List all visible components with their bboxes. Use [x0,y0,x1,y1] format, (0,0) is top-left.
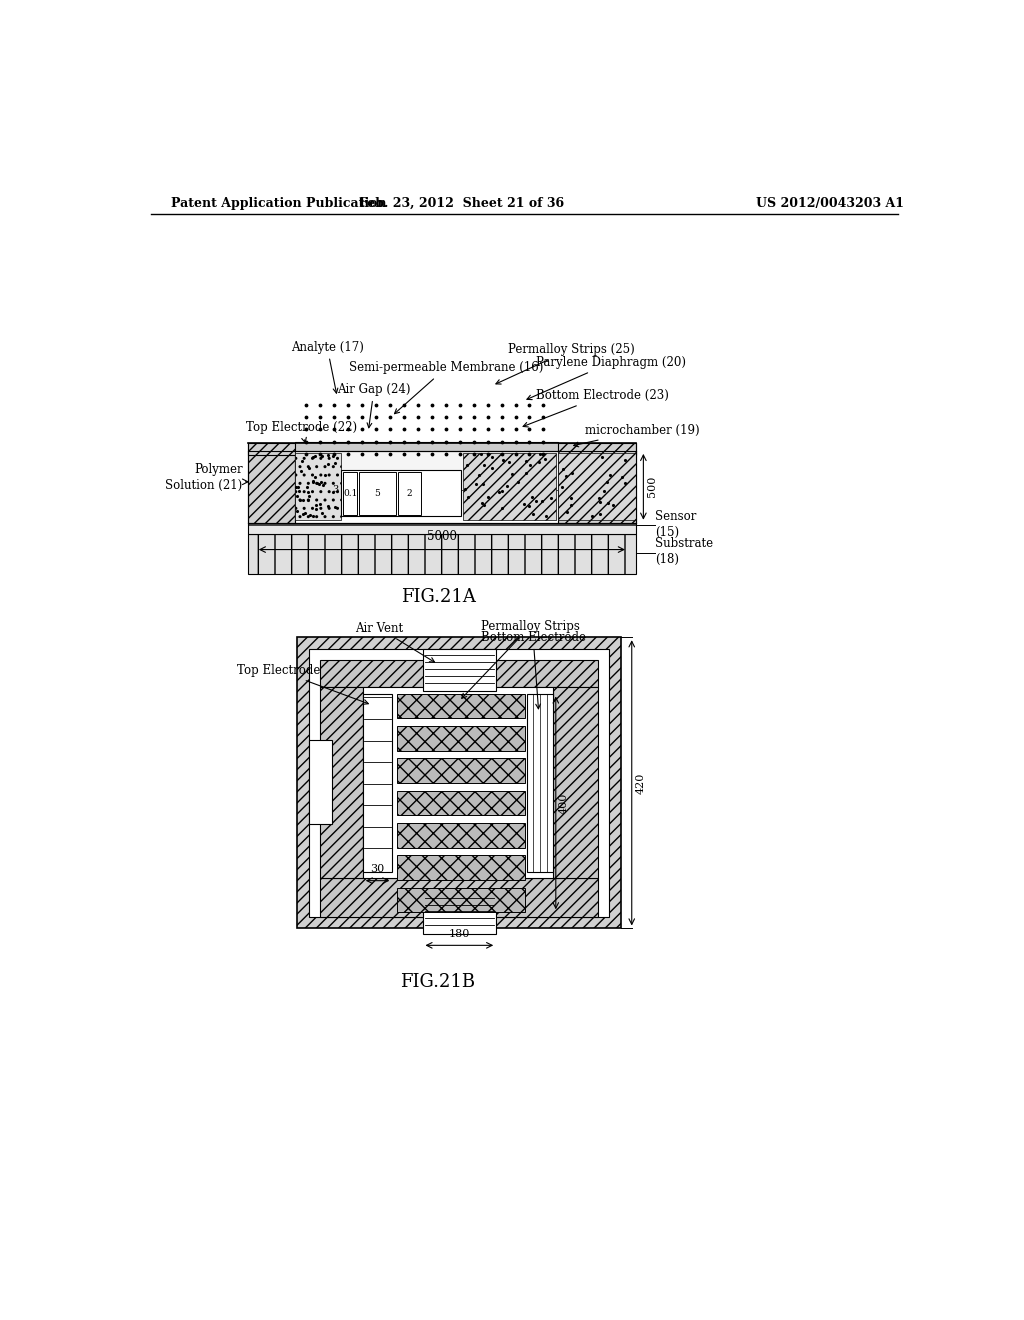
Bar [397,758,524,783]
Text: 2: 2 [407,488,412,498]
Text: Polymer
Solution (21): Polymer Solution (21) [166,463,243,492]
Text: 30: 30 [371,865,385,875]
Text: Top Electrode: Top Electrode [237,664,369,705]
Bar [397,822,524,847]
Text: US 2012/0043203 A1: US 2012/0043203 A1 [756,197,904,210]
Text: microchamber (19): microchamber (19) [573,424,699,446]
Bar [423,649,496,692]
Text: 3: 3 [332,484,338,494]
Text: Air Gap (24): Air Gap (24) [337,383,411,428]
Bar [321,688,362,878]
Bar [397,726,524,751]
Bar [295,442,558,451]
Bar [558,451,636,523]
Text: 5: 5 [375,488,381,498]
Bar [321,660,598,688]
Bar [397,855,524,880]
Bar [397,887,524,912]
Text: Semi-permeable Membrane (16): Semi-permeable Membrane (16) [349,362,544,413]
Bar [343,471,357,515]
Text: FIG.21A: FIG.21A [400,589,475,606]
Bar [397,791,524,816]
Text: 0.1: 0.1 [343,488,357,498]
Text: Air Vent: Air Vent [355,622,434,663]
Bar [248,523,636,535]
Text: 180: 180 [449,929,470,940]
Bar [248,444,636,455]
Bar [295,451,558,490]
Text: 5000: 5000 [427,531,457,544]
Bar [397,693,524,718]
Bar [527,693,553,873]
Bar [359,471,396,515]
Text: 500: 500 [647,475,657,498]
Text: FIG.21B: FIG.21B [400,973,475,991]
Bar [423,891,496,933]
Text: Top Electrode (22): Top Electrode (22) [246,421,357,442]
Bar [553,688,598,878]
Bar [248,535,636,574]
Bar [297,638,621,928]
Bar [295,451,558,523]
Bar [397,471,421,515]
Text: Patent Application Publication: Patent Application Publication [171,197,386,210]
Text: Bottom Electrode: Bottom Electrode [480,631,586,709]
Bar [362,688,553,878]
Bar [321,878,598,917]
Text: 400: 400 [559,792,569,813]
Bar [308,739,332,825]
Bar [248,451,295,523]
Text: Feb. 23, 2012  Sheet 21 of 36: Feb. 23, 2012 Sheet 21 of 36 [358,197,564,210]
Bar [362,693,392,873]
Text: Permalloy Strips (25): Permalloy Strips (25) [496,343,635,384]
Bar [295,453,341,520]
Text: Parylene Diaphragm (20): Parylene Diaphragm (20) [527,356,686,400]
Bar [341,470,461,516]
Bar [308,649,609,917]
Bar [463,453,556,520]
Text: Analyte (17): Analyte (17) [291,341,364,393]
Text: Permalloy Strips: Permalloy Strips [462,620,580,698]
Text: Substrate
(18): Substrate (18) [655,537,713,565]
Text: 420: 420 [636,772,645,793]
Text: Bottom Electrode (23): Bottom Electrode (23) [523,389,670,426]
Bar [558,453,636,520]
Text: Sensor
(15): Sensor (15) [655,511,696,540]
